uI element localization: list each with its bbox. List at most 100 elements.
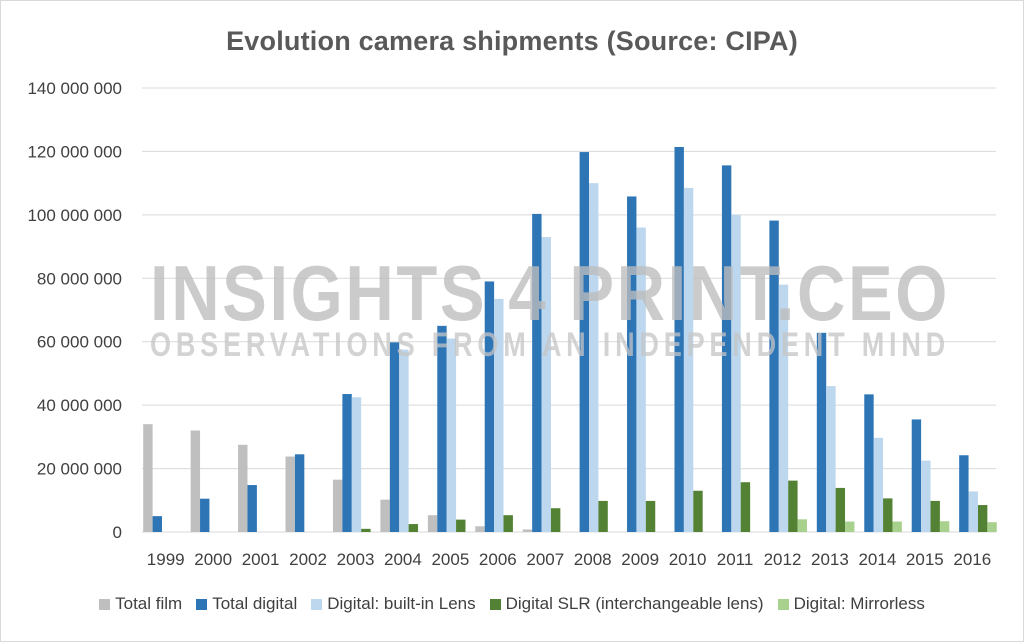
legend-label: Digital: Mirrorless [793,594,925,613]
watermark-line-1: INSIGHTS 4 PRINT.CEO [150,249,950,337]
legend-item: Total digital [196,594,297,614]
bar-digital-built-in-lens-2014 [873,437,884,532]
bar-digital-built-in-lens-2008 [589,183,599,532]
bar-digital-slr-interchangeable-lens-2003 [361,528,371,532]
bar-digital-slr-interchangeable-lens-2016 [977,505,988,532]
legend-label: Digital: built-in Lens [327,594,476,613]
bar-digital-slr-interchangeable-lens-2005 [456,519,466,532]
x-tick-label: 1999 [147,550,185,569]
bar-digital-slr-interchangeable-lens-2010 [693,490,703,532]
bar-digital-slr-interchangeable-lens-2012 [788,480,798,532]
bar-total-digital-2000 [200,498,210,532]
bar-digital-slr-interchangeable-lens-2011 [740,482,751,532]
bar-digital-slr-interchangeable-lens-2015 [930,500,940,532]
legend-swatch [196,598,208,610]
watermark-line-2: OBSERVATIONS FROM AN INDEPENDENT MIND [150,326,950,364]
x-tick-label: 2014 [858,550,896,569]
bar-total-digital-2004 [389,342,400,532]
x-tick-label: 2016 [953,550,991,569]
y-tick-label: 20 000 000 [37,460,122,479]
bar-digital-built-in-lens-2004 [399,349,409,532]
x-tick-label: 2010 [669,550,707,569]
x-tick-label: 2000 [194,550,232,569]
bar-total-digital-2006 [484,281,495,532]
bar-digital-mirrorless-2012 [797,519,807,532]
x-tick-label: 2011 [717,550,754,569]
legend-swatch [489,598,501,610]
bar-total-digital-2015 [911,419,922,532]
x-tick-label: 2005 [431,550,469,569]
bar-total-film-2001 [238,444,248,532]
y-tick-label: 80 000 000 [37,269,122,288]
chart-title: Evolution camera shipments (Source: CIPA… [226,26,798,56]
bar-digital-built-in-lens-2015 [921,460,931,532]
bar-total-digital-1999 [152,516,162,532]
bar-total-film-2004 [380,499,390,532]
x-tick-label: 2012 [764,550,802,569]
bar-total-film-2007 [522,529,533,532]
y-tick-label: 60 000 000 [37,333,122,352]
bar-total-digital-2002 [294,454,305,532]
bar-total-film-2005 [427,515,438,532]
bar-digital-slr-interchangeable-lens-2004 [408,524,419,532]
y-tick-label: 120 000 000 [27,142,122,161]
bar-total-digital-2007 [532,213,542,532]
bar-total-digital-2005 [437,325,447,532]
bar-total-digital-2009 [627,196,637,532]
y-tick-label: 140 000 000 [27,79,122,98]
x-tick-label: 2004 [384,550,422,569]
bar-total-film-2003 [332,479,343,532]
x-tick-label: 2002 [289,550,327,569]
bar-total-digital-2011 [721,165,732,532]
bar-digital-mirrorless-2016 [987,522,997,532]
legend-swatch [777,598,789,610]
bar-digital-built-in-lens-2007 [541,237,551,532]
legend-swatch [99,598,111,610]
bar-digital-mirrorless-2013 [845,521,855,532]
legend-item: Digital: built-in Lens [311,594,476,614]
bar-digital-mirrorless-2014 [892,521,902,532]
x-tick-label: 2008 [574,550,612,569]
legend-label: Total digital [212,594,298,613]
bar-digital-slr-interchangeable-lens-2008 [598,500,608,532]
x-tick-label: 2006 [479,550,517,569]
legend-item: Total film [99,594,182,614]
bar-digital-slr-interchangeable-lens-2014 [883,498,893,532]
legend-label: Digital SLR (interchangeable lens) [505,594,764,613]
y-axis-tick-labels: 0 20 000 000 40 000 000 60 000 000 80 000 00… [27,79,122,542]
bar-digital-built-in-lens-2009 [636,227,646,533]
y-tick-label: 0 [113,523,122,542]
bar-total-film-2006 [475,526,485,532]
x-tick-label: 2003 [337,550,375,569]
legend: Total film Total digital Digital: built-in… [0,594,1024,614]
watermark: INSIGHTS 4 PRINT.CEO OBSERVATIONS FROM A… [150,249,950,364]
legend-item: Digital SLR (interchangeable lens) [489,594,764,614]
bar-total-digital-2001 [247,485,257,532]
bar-digital-built-in-lens-2011 [731,214,741,533]
bar-digital-slr-interchangeable-lens-2007 [550,508,561,532]
bar-total-digital-2008 [579,152,589,532]
bar-total-film-1999 [143,424,153,532]
bar-total-film-2002 [285,456,295,532]
bar-digital-built-in-lens-2012 [778,284,789,532]
bar-digital-mirrorless-2015 [939,521,950,532]
y-tick-label: 100 000 000 [27,206,122,225]
x-tick-label: 2009 [621,550,659,569]
bar-digital-built-in-lens-2010 [683,187,694,532]
bar-digital-slr-interchangeable-lens-2013 [835,487,846,532]
bar-digital-built-in-lens-2006 [494,298,504,532]
x-tick-label: 2007 [526,550,564,569]
bar-total-digital-2003 [342,394,352,532]
bar-digital-built-in-lens-2013 [826,386,836,532]
bar-total-film-2000 [190,430,201,532]
bar-total-digital-2016 [959,455,969,532]
bar-digital-slr-interchangeable-lens-2009 [645,500,656,532]
bar-digital-built-in-lens-2005 [446,338,457,532]
legend-swatch [311,598,323,610]
x-tick-label: 2013 [811,550,849,569]
bar-total-digital-2014 [864,394,874,532]
bar-digital-built-in-lens-2003 [351,397,362,532]
bar-total-digital-2012 [769,220,779,532]
